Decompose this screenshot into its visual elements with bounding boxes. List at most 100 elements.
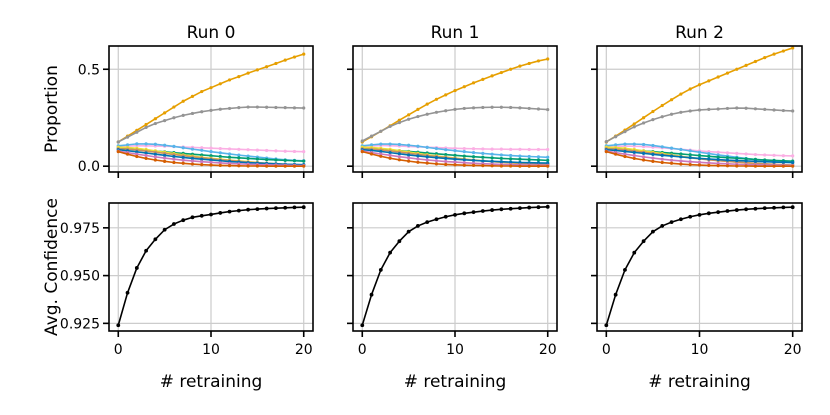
data-point-avg-confidence xyxy=(274,206,278,211)
data-point-gray xyxy=(753,107,758,111)
data-point-red xyxy=(744,164,748,168)
data-point-light-blue xyxy=(369,143,374,147)
data-point-purple xyxy=(144,153,148,158)
data-point-dark-blue xyxy=(660,153,664,157)
data-point-avg-confidence xyxy=(604,323,609,328)
data-point-dark-blue xyxy=(144,151,148,155)
data-point-gray xyxy=(379,129,383,133)
x-tick-label: 10 xyxy=(691,342,709,358)
data-point-dark-blue xyxy=(707,157,711,161)
data-point-avg-confidence xyxy=(623,267,627,272)
data-point-pink xyxy=(518,147,522,151)
data-point-red xyxy=(116,150,120,154)
y-tick-label: 0.0 xyxy=(78,159,100,175)
data-point-avg-confidence xyxy=(246,207,250,212)
data-point-teal xyxy=(481,155,485,159)
data-point-gray xyxy=(669,112,674,116)
data-point-teal xyxy=(697,153,702,158)
data-point-teal xyxy=(237,156,241,160)
data-point-pink xyxy=(735,151,739,155)
data-point-light-blue xyxy=(546,155,550,159)
data-point-dark-blue xyxy=(172,154,176,159)
data-point-gray xyxy=(546,107,550,112)
data-point-gray xyxy=(425,112,429,116)
data-point-gray xyxy=(660,115,664,119)
data-point-teal xyxy=(444,152,448,157)
data-point-orange xyxy=(407,113,411,117)
data-point-teal xyxy=(265,157,269,162)
data-point-red xyxy=(725,164,730,168)
data-point-avg-confidence xyxy=(378,267,383,272)
data-point-orange xyxy=(725,71,730,75)
data-point-dark-blue xyxy=(190,156,195,161)
data-point-pink xyxy=(302,150,306,154)
data-point-dark-blue xyxy=(135,150,139,154)
data-point-orange xyxy=(416,107,420,111)
panel-5: 0 10 20 # retraining xyxy=(591,202,803,392)
data-point-purple xyxy=(679,159,683,163)
data-point-gray xyxy=(190,111,195,116)
data-point-teal xyxy=(471,155,476,159)
data-point-avg-confidence xyxy=(190,215,195,220)
data-point-gray xyxy=(218,107,222,111)
data-point-light-blue xyxy=(527,154,531,159)
data-point-purple xyxy=(200,160,204,164)
data-point-red xyxy=(679,162,683,166)
data-point-pink xyxy=(509,147,513,151)
data-point-pink xyxy=(744,152,748,156)
data-point-avg-confidence xyxy=(790,205,795,210)
data-point-purple xyxy=(416,157,420,161)
data-point-pink xyxy=(209,146,213,150)
data-point-avg-confidence xyxy=(388,250,392,255)
data-point-dark-blue xyxy=(444,156,448,161)
data-point-red xyxy=(546,164,550,168)
data-point-orange xyxy=(781,49,785,53)
data-point-light-blue xyxy=(227,152,232,156)
data-point-light-blue xyxy=(471,151,476,155)
data-point-orange xyxy=(274,61,278,66)
data-point-purple xyxy=(453,160,457,164)
data-point-teal xyxy=(546,158,550,162)
data-point-orange xyxy=(669,98,674,102)
data-point-pink xyxy=(481,147,485,151)
data-point-gray xyxy=(227,106,232,111)
data-point-red xyxy=(283,164,287,168)
data-point-red xyxy=(246,164,250,168)
data-point-dark-blue xyxy=(379,149,383,154)
data-point-gray xyxy=(697,108,702,112)
data-point-red xyxy=(369,152,374,156)
data-point-dark-blue xyxy=(641,151,646,155)
data-point-light-blue xyxy=(651,143,655,148)
data-point-avg-confidence xyxy=(688,214,693,219)
data-point-red xyxy=(302,164,306,168)
data-point-teal xyxy=(302,159,306,163)
data-point-purple xyxy=(641,155,646,159)
x-tick-label: 0 xyxy=(602,342,611,358)
data-point-pink xyxy=(265,148,269,153)
data-point-red xyxy=(499,164,503,168)
data-point-avg-confidence xyxy=(725,209,730,213)
data-point-orange xyxy=(397,118,401,122)
data-point-teal xyxy=(735,156,739,160)
data-point-dark-blue xyxy=(434,156,439,160)
data-point-dark-blue xyxy=(669,154,674,158)
data-point-orange xyxy=(444,93,448,97)
data-point-gray xyxy=(623,130,627,134)
data-point-light-blue xyxy=(379,142,383,146)
data-point-avg-confidence xyxy=(716,210,721,215)
data-point-dark-blue xyxy=(509,160,513,164)
data-point-gray xyxy=(416,114,420,119)
data-point-dark-blue xyxy=(735,158,739,163)
data-point-teal xyxy=(274,158,278,162)
data-point-gray xyxy=(632,125,636,129)
data-point-gray xyxy=(246,105,250,109)
data-point-avg-confidence xyxy=(443,214,448,219)
x-axis-label: # retraining xyxy=(404,372,507,392)
data-point-red xyxy=(144,156,148,161)
data-point-red xyxy=(669,161,674,165)
data-point-dark-blue xyxy=(716,157,720,162)
data-point-orange xyxy=(735,67,739,71)
data-point-orange xyxy=(434,97,439,101)
data-point-avg-confidence xyxy=(144,248,148,253)
data-point-avg-confidence xyxy=(462,211,467,216)
